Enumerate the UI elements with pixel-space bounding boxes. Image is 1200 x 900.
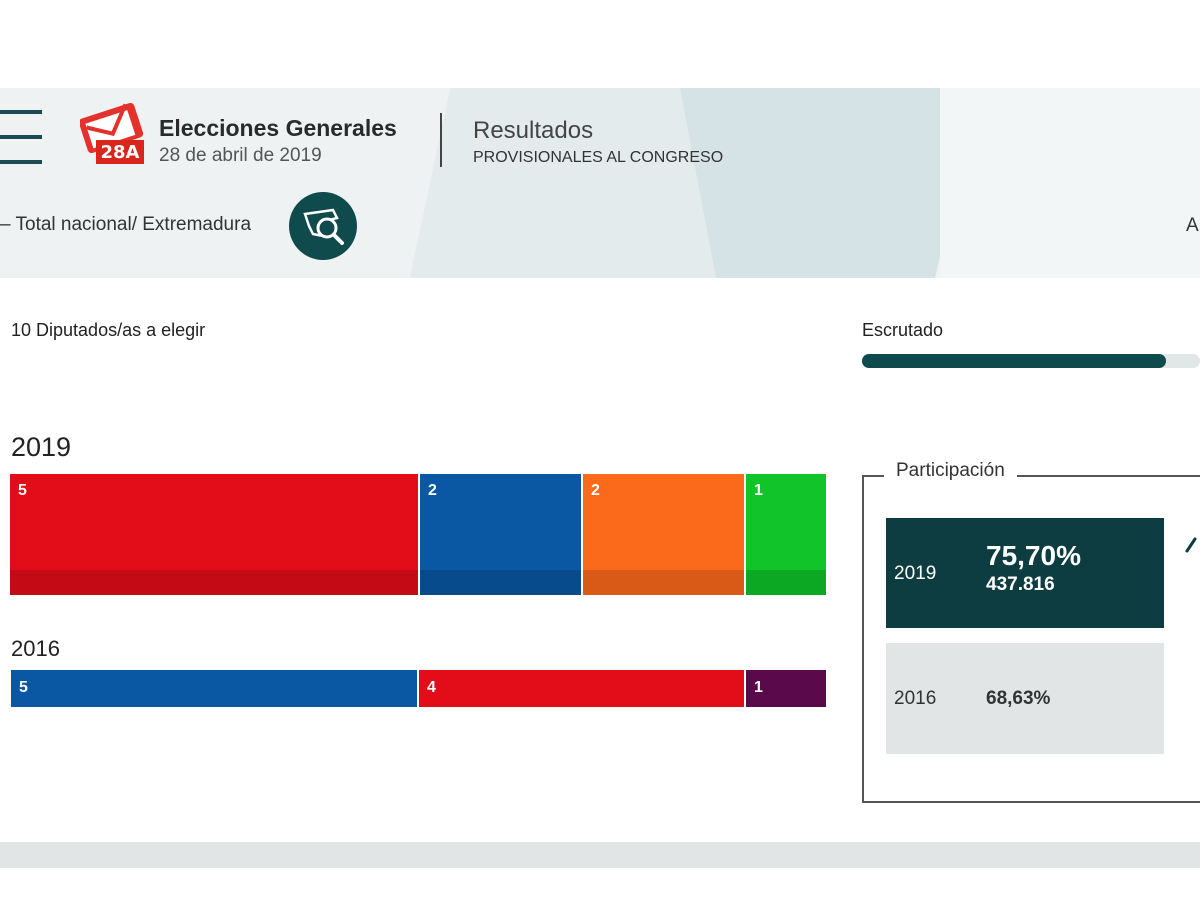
envelope-icon [78,102,144,154]
seat-count: 2 [591,482,600,499]
footer-bar [0,842,1200,868]
hamburger-icon[interactable] [0,110,42,164]
participation-card-2019: 2019 75,70% 437.816 [886,518,1164,628]
participation-title: Participación [884,460,1017,482]
seat-bar-shade [583,570,744,595]
seat-bar-2019[interactable]: 5 [10,474,418,595]
seat-bar-shade [420,570,581,595]
location-breadcrumb[interactable]: – Total nacional/ Extremadura [0,214,252,235]
election-logo: 28A [78,100,148,166]
header-decoration [940,88,1200,278]
participation-percent: 68,63% [986,688,1051,709]
seat-bar-2016[interactable]: 5 [11,670,417,707]
scrutiny-progress-fill [862,354,1167,368]
year-label-2019: 2019 [11,432,72,462]
results-subtitle: PROVISIONALES AL CONGRESO [473,149,724,166]
header-band [0,88,1200,278]
seat-bar-2016[interactable]: 4 [419,670,744,707]
seat-count: 1 [754,482,763,499]
scrutiny-progress-bar [862,354,1200,368]
participation-year: 2019 [894,563,937,584]
app-title: Elecciones Generales [159,115,397,141]
seat-bar-shade [10,570,418,595]
seat-bar-shade [746,570,826,595]
election-date: 28 de abril de 2019 [159,145,322,166]
participation-percent: 75,70% [986,540,1081,571]
seat-count: 4 [427,679,436,696]
scrutiny-label: Escrutado [862,320,944,340]
seat-count: 1 [754,679,763,696]
seat-bar-2019[interactable]: 1 [746,474,826,595]
seat-bar-2019[interactable]: 2 [420,474,581,595]
seats-to-elect: 10 Diputados/as a elegir [11,320,206,340]
header-decoration [680,88,980,278]
seat-count: 5 [18,482,27,499]
header-divider [440,113,442,167]
participation-card-2016: 2016 68,63% [886,643,1164,754]
seat-bar-2019[interactable]: 2 [583,474,744,595]
map-search-button[interactable] [289,192,357,260]
results-title: Resultados [473,117,594,144]
participation-votes: 437.816 [986,574,1055,595]
logo-badge: 28A [96,140,144,164]
seat-bar-2016[interactable]: 1 [746,670,826,707]
map-search-icon [303,208,344,245]
year-label-2016: 2016 [11,636,60,661]
trend-up-icon [1185,537,1197,553]
seat-count: 2 [428,482,437,499]
header-edge-text: A [1186,215,1199,236]
participation-year: 2016 [894,688,937,709]
seat-count: 5 [19,679,28,696]
participation-panel [862,475,1200,803]
